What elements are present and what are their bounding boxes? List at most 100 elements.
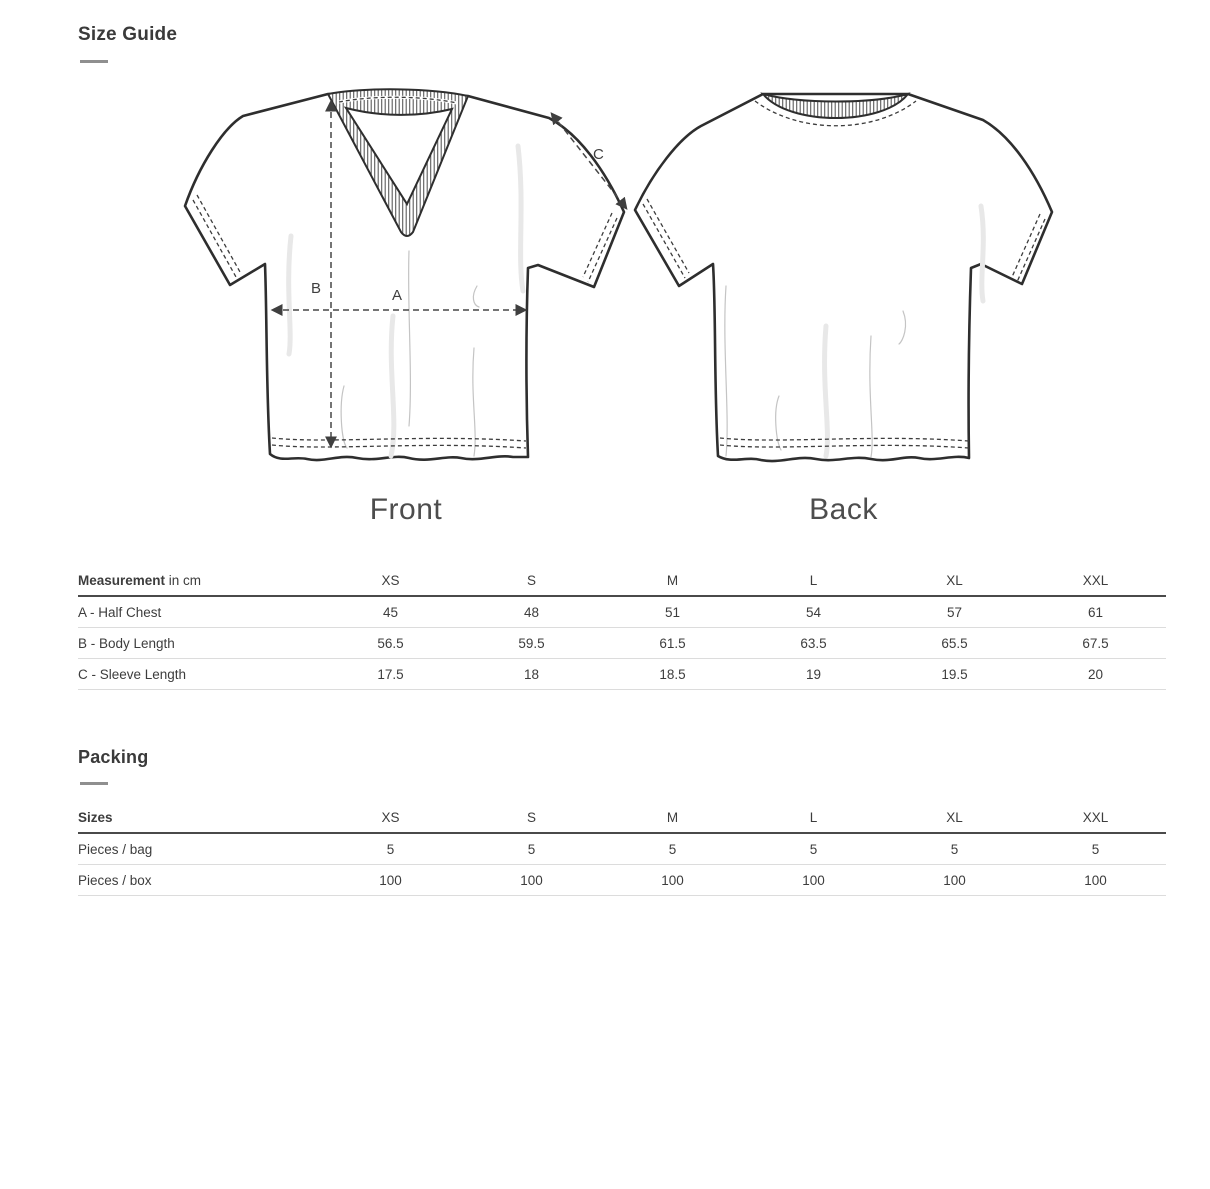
wrinkle	[472, 347, 476, 457]
hem-stitch	[719, 444, 970, 449]
packing-title: Packing	[78, 747, 149, 767]
value-cell: 5	[1025, 833, 1166, 865]
size-column-header: XXL	[1025, 565, 1166, 597]
value-cell: 67.5	[1025, 627, 1166, 659]
collar-stitch	[338, 96, 458, 104]
measurement-header-label: Measurement in cm	[78, 565, 320, 597]
packing-row: Pieces / box 100 100 100 100 100 100	[78, 864, 1166, 896]
wrinkle	[340, 385, 348, 449]
value-cell: 61.5	[602, 627, 743, 659]
front-collar	[326, 88, 470, 237]
collar-stitch	[754, 100, 917, 127]
size-column-header: M	[602, 802, 743, 834]
back-shirt-body	[633, 92, 1054, 463]
value-cell: 5	[743, 833, 884, 865]
value-cell: 59.5	[461, 627, 602, 659]
row-label: C - Sleeve Length	[78, 658, 320, 690]
size-column-header: L	[743, 565, 884, 597]
packing-header-label: Sizes	[78, 802, 320, 834]
sleeve-stitch	[646, 198, 690, 274]
sleeve-stitch	[1016, 218, 1046, 283]
wrinkle	[775, 395, 782, 451]
wrinkle	[978, 203, 986, 304]
value-cell: 19	[743, 658, 884, 690]
value-cell: 5	[320, 833, 461, 865]
wrinkle	[724, 285, 728, 457]
value-cell: 20	[1025, 658, 1166, 690]
value-cell: 54	[743, 596, 884, 628]
value-cell: 5	[884, 833, 1025, 865]
sleeve-stitch	[642, 203, 686, 279]
measure-c-label: C	[593, 146, 604, 163]
wrinkle	[869, 335, 873, 458]
page-title: Size Guide	[78, 24, 178, 45]
size-column-header: L	[743, 802, 884, 834]
row-label: Pieces / box	[78, 864, 320, 896]
packing-row: Pieces / bag 5 5 5 5 5 5	[78, 833, 1166, 865]
wrinkle	[898, 310, 907, 345]
size-column-header: M	[602, 565, 743, 597]
wrinkle	[388, 313, 397, 459]
measurement-header-unit: in cm	[165, 572, 202, 588]
size-column-header: XS	[320, 565, 461, 597]
row-label: Pieces / bag	[78, 833, 320, 865]
sleeve-stitch	[1011, 213, 1041, 278]
hem-stitch	[271, 437, 527, 442]
row-label: A - Half Chest	[78, 596, 320, 628]
value-cell: 51	[602, 596, 743, 628]
value-cell: 100	[884, 864, 1025, 896]
back-collar	[760, 92, 911, 119]
value-cell: 48	[461, 596, 602, 628]
sleeve-stitch	[587, 217, 618, 283]
sleeve-stitch	[196, 194, 241, 273]
measure-b-label: B	[311, 280, 321, 297]
measurement-table: Measurement in cm XS S M L XL XXL A - Ha…	[78, 565, 1166, 690]
measurement-row: A - Half Chest 45 48 51 54 57 61	[78, 596, 1166, 628]
front-tshirt-drawing: B A C	[183, 88, 628, 462]
value-cell: 100	[320, 864, 461, 896]
value-cell: 19.5	[884, 658, 1025, 690]
value-cell: 17.5	[320, 658, 461, 690]
back-view-figure: Back	[631, 86, 1056, 527]
hem-stitch	[271, 444, 527, 449]
value-cell: 61	[1025, 596, 1166, 628]
value-cell: 18	[461, 658, 602, 690]
packing-header-row: Sizes XS S M L XL XXL	[78, 802, 1166, 834]
value-cell: 18.5	[602, 658, 743, 690]
sleeve-stitch	[192, 199, 237, 278]
measurement-row: C - Sleeve Length 17.5 18 18.5 19 19.5 2…	[78, 658, 1166, 690]
sleeve-stitch	[582, 212, 613, 278]
wrinkle	[286, 233, 294, 357]
value-cell: 65.5	[884, 627, 1025, 659]
row-label: B - Body Length	[78, 627, 320, 659]
measurement-header-row: Measurement in cm XS S M L XL XXL	[78, 565, 1166, 597]
front-shirt-body	[183, 92, 626, 462]
value-cell: 100	[743, 864, 884, 896]
value-cell: 56.5	[320, 627, 461, 659]
measurement-row: B - Body Length 56.5 59.5 61.5 63.5 65.5…	[78, 627, 1166, 659]
front-label: Front	[369, 493, 443, 526]
value-cell: 100	[461, 864, 602, 896]
measure-a-label: A	[392, 287, 402, 304]
value-cell: 5	[602, 833, 743, 865]
size-column-header: XS	[320, 802, 461, 834]
value-cell: 100	[1025, 864, 1166, 896]
value-cell: 45	[320, 596, 461, 628]
wrinkle	[407, 250, 411, 427]
measurement-header-bold: Measurement	[78, 572, 166, 588]
wrinkle	[822, 323, 830, 459]
size-column-header: XL	[884, 802, 1025, 834]
wrinkle	[515, 143, 526, 294]
value-cell: 63.5	[743, 627, 884, 659]
title-underline	[80, 60, 108, 63]
front-view-figure: B A C Front	[181, 86, 631, 527]
size-diagram: B A C Front	[181, 86, 1056, 527]
packing-underline	[80, 782, 108, 785]
size-column-header: S	[461, 565, 602, 597]
back-label: Back	[809, 493, 878, 526]
value-cell: 57	[884, 596, 1025, 628]
hem-stitch	[719, 437, 970, 442]
back-tshirt-drawing	[633, 92, 1054, 463]
size-column-header: XXL	[1025, 802, 1166, 834]
